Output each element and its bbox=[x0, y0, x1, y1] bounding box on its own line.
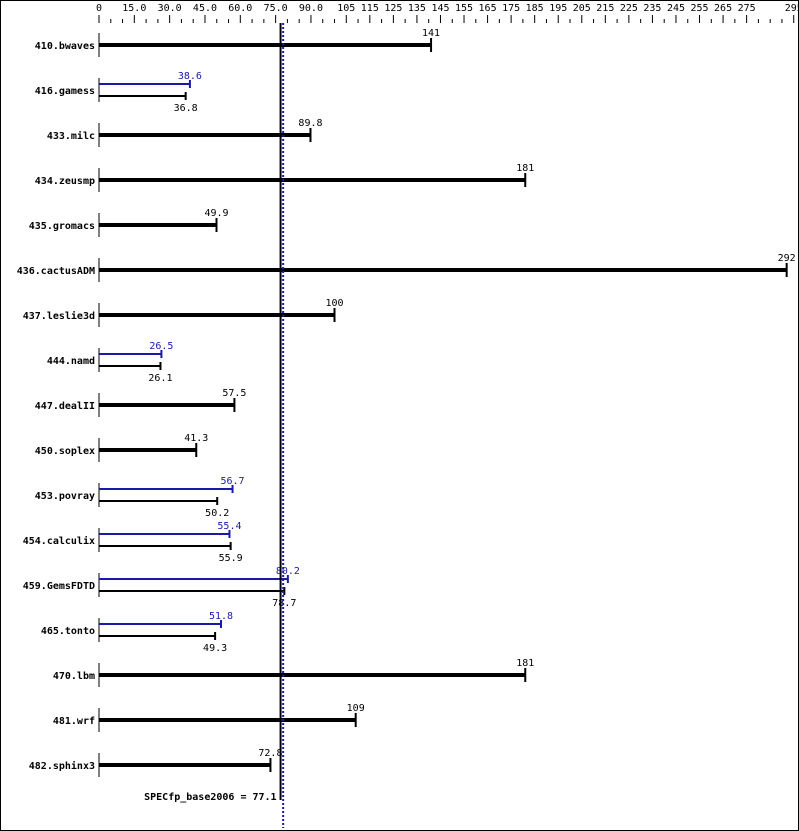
category-label: 453.povray bbox=[35, 491, 95, 502]
data-label-base: 26.1 bbox=[148, 373, 172, 384]
tick-label: 75.0 bbox=[264, 3, 288, 14]
tick-label: 155 bbox=[455, 3, 473, 14]
tick-label: 30.0 bbox=[158, 3, 182, 14]
tick-label: 0 bbox=[96, 3, 102, 14]
data-label: 57.5 bbox=[222, 388, 246, 399]
category-label: 416.gamess bbox=[35, 86, 95, 97]
tick-label: 115 bbox=[361, 3, 379, 14]
tick-label: 195 bbox=[549, 3, 567, 14]
tick-label: 245 bbox=[667, 3, 685, 14]
category-label: 434.zeusmp bbox=[35, 176, 95, 187]
category-label: 465.tonto bbox=[41, 626, 95, 637]
data-label-base: 36.8 bbox=[174, 103, 198, 114]
category-label: 482.sphinx3 bbox=[29, 760, 95, 772]
tick-label: 105 bbox=[337, 3, 355, 14]
tick-label: 225 bbox=[620, 3, 638, 14]
data-label-base: 78.7 bbox=[272, 598, 296, 609]
data-label: 100 bbox=[325, 298, 343, 309]
data-label: 181 bbox=[516, 658, 534, 669]
tick-label: 60.0 bbox=[228, 3, 252, 14]
tick-label: 145 bbox=[431, 3, 449, 14]
category-label: 433.milc bbox=[47, 130, 95, 142]
tick-label: 255 bbox=[690, 3, 708, 14]
tick-label: 185 bbox=[526, 3, 544, 14]
tick-label: 205 bbox=[573, 3, 591, 14]
category-label: 444.namd bbox=[47, 356, 95, 367]
data-label: 41.3 bbox=[184, 433, 208, 444]
data-label-peak: 26.5 bbox=[149, 341, 173, 352]
data-label-base: 49.3 bbox=[203, 643, 227, 654]
reference-label-base: SPECfp_base2006 = 77.1 bbox=[144, 792, 276, 803]
category-label: 447.dealII bbox=[35, 401, 95, 412]
category-label: 454.calculix bbox=[23, 535, 95, 547]
tick-label: 295 bbox=[785, 3, 799, 14]
data-label: 49.9 bbox=[204, 208, 228, 219]
tick-label: 125 bbox=[384, 3, 402, 14]
tick-label: 135 bbox=[408, 3, 426, 14]
category-label: 437.leslie3d bbox=[23, 310, 95, 322]
category-label: 410.bwaves bbox=[35, 41, 95, 52]
data-label-peak: 51.8 bbox=[209, 611, 233, 622]
tick-label: 275 bbox=[738, 3, 756, 14]
tick-label: 215 bbox=[596, 3, 614, 14]
data-label: 89.8 bbox=[298, 118, 322, 129]
tick-label: 265 bbox=[714, 3, 732, 14]
tick-label: 90.0 bbox=[299, 3, 323, 14]
data-label-base: 55.9 bbox=[219, 553, 243, 564]
data-label: 72.8 bbox=[258, 748, 282, 759]
data-label-peak: 38.6 bbox=[178, 71, 202, 82]
data-label: 181 bbox=[516, 163, 534, 174]
category-label: 435.gromacs bbox=[29, 221, 95, 232]
tick-label: 165 bbox=[479, 3, 497, 14]
data-label: 141 bbox=[422, 28, 440, 39]
data-label-peak: 56.7 bbox=[220, 476, 244, 487]
data-label: 109 bbox=[347, 703, 365, 714]
tick-label: 15.0 bbox=[122, 3, 146, 14]
data-label-peak: 80.2 bbox=[276, 566, 300, 577]
category-label: 481.wrf bbox=[53, 716, 95, 727]
tick-label: 175 bbox=[502, 3, 520, 14]
category-label: 436.cactusADM bbox=[17, 266, 95, 277]
category-label: 459.GemsFDTD bbox=[23, 581, 95, 592]
tick-label: 45.0 bbox=[193, 3, 217, 14]
category-label: 470.lbm bbox=[53, 671, 95, 682]
data-label-peak: 55.4 bbox=[217, 521, 241, 532]
data-label: 292 bbox=[778, 253, 796, 264]
tick-label: 235 bbox=[643, 3, 661, 14]
data-label-base: 50.2 bbox=[205, 508, 229, 519]
category-label: 450.soplex bbox=[35, 446, 95, 457]
